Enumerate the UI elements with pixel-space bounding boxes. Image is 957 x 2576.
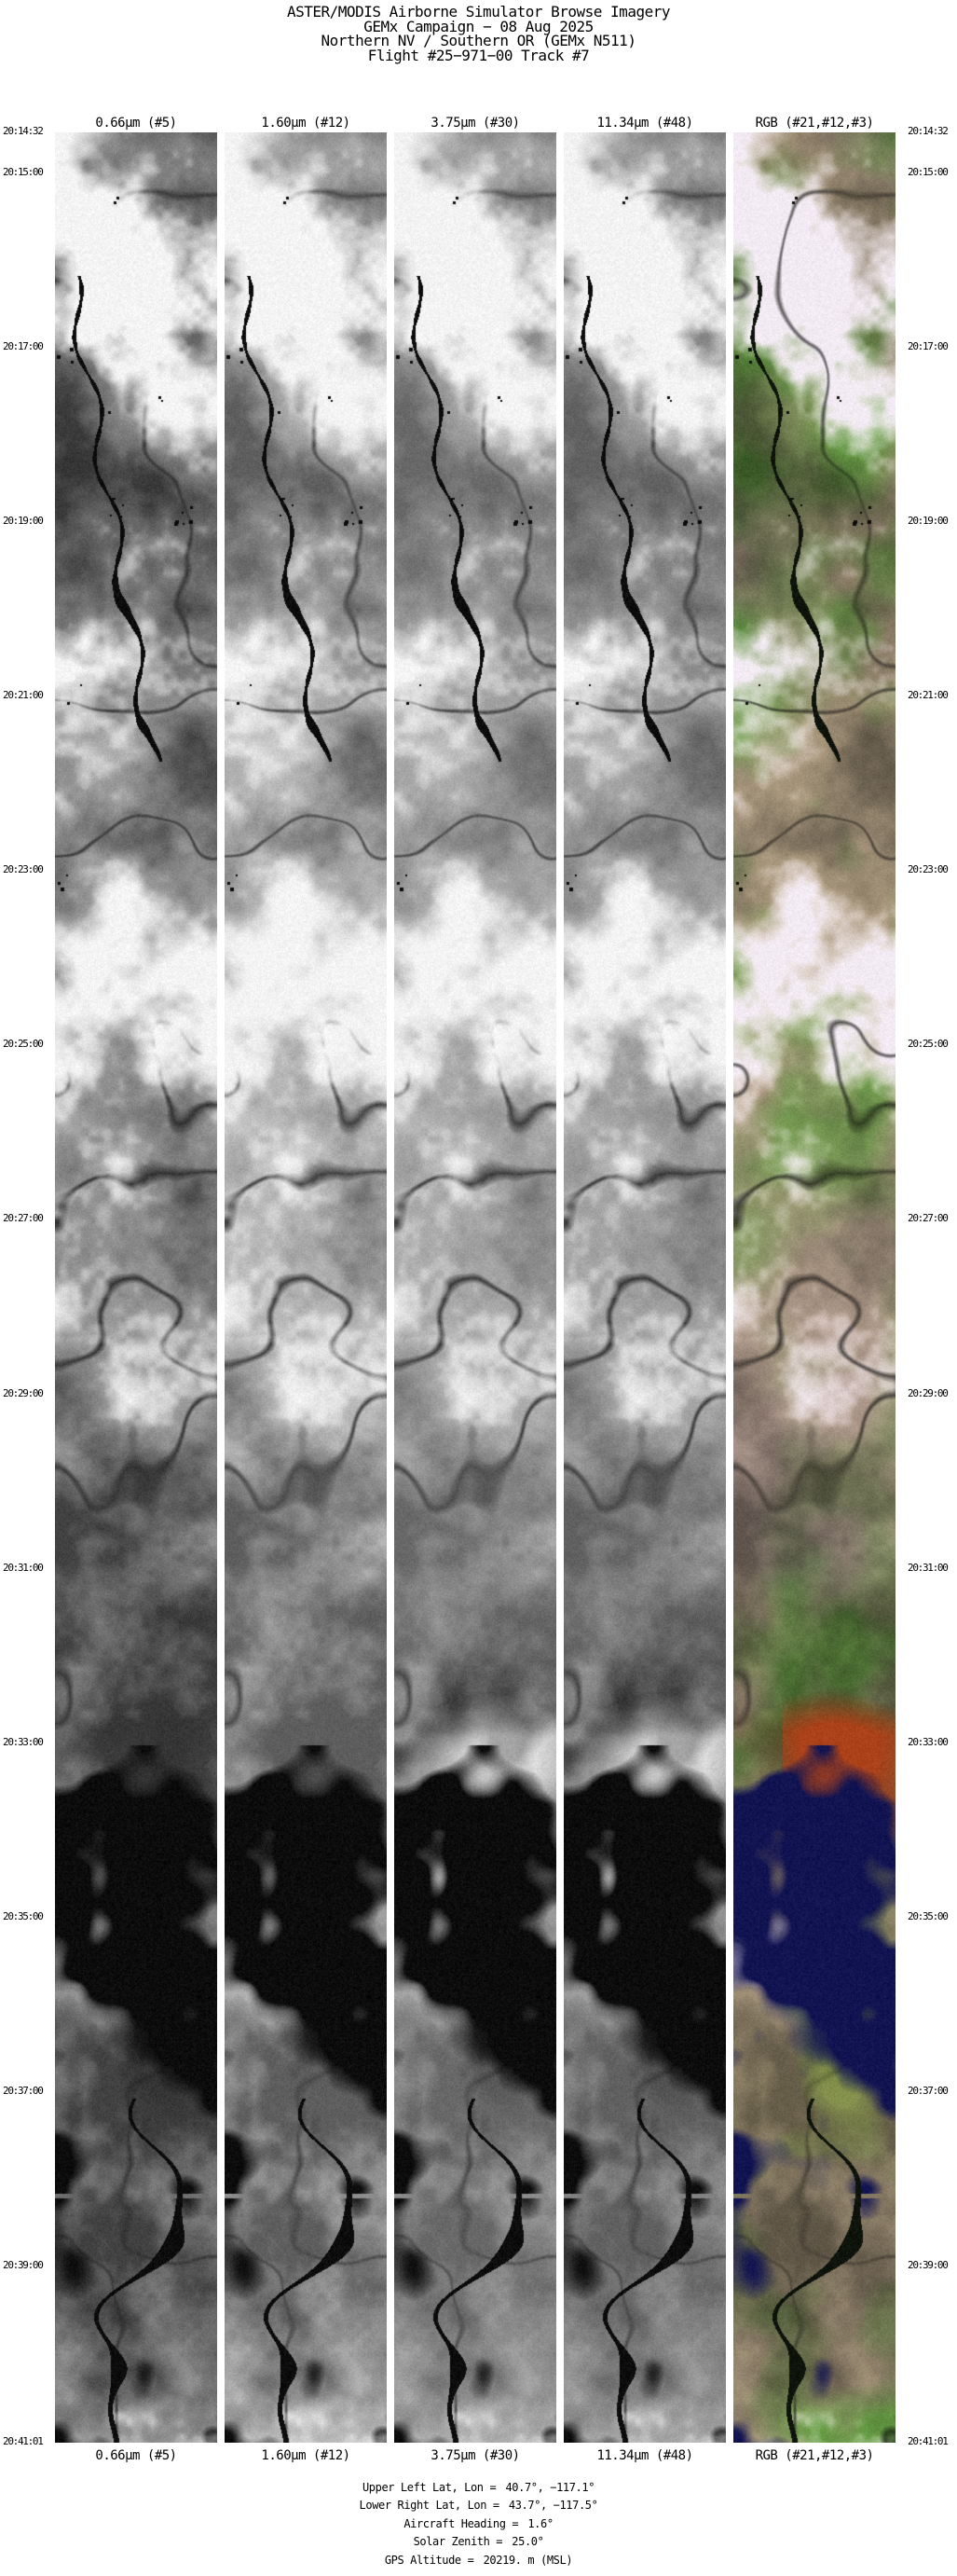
header-line-4: Flight #25−971−00 Track #7 <box>367 46 590 64</box>
timestamp-left-8: 20:29:00 <box>3 1386 44 1399</box>
footer-line-heading: Aircraft Heading = 1.6° <box>0 2515 957 2533</box>
band-label-top-0: 0.66μm (#5) <box>95 116 177 131</box>
timestamp-left-13: 20:39:00 <box>3 2259 44 2272</box>
band-label-top-3: 11.34μm (#48) <box>596 116 693 131</box>
timestamp-right-9: 20:31:00 <box>908 1561 949 1574</box>
timestamp-left-14: 20:41:01 <box>3 2435 44 2447</box>
footer-line-gps-altitude: GPS Altitude = 20219. m (MSL) <box>0 2552 957 2569</box>
timestamp-right-11: 20:35:00 <box>908 1910 949 1923</box>
timestamp-right-3: 20:19:00 <box>908 514 949 527</box>
band-label-bottom-1: 1.60μm (#12) <box>261 2448 350 2463</box>
band-label-top-2: 3.75μm (#30) <box>431 116 520 131</box>
footer-label: Lower Right Lat, Lon = <box>359 2499 500 2513</box>
timestamp-right-0: 20:14:32 <box>908 125 949 137</box>
timestamp-left-6: 20:25:00 <box>3 1038 44 1051</box>
timestamp-left-7: 20:27:00 <box>3 1212 44 1225</box>
strip-1-60um-canvas <box>225 132 387 2443</box>
band-label-bottom-0: 0.66μm (#5) <box>95 2448 177 2463</box>
timestamp-right-6: 20:25:00 <box>908 1038 949 1051</box>
header-line-2: GEMx Campaign − 08 Aug 2025 <box>363 17 594 35</box>
timestamp-left-1: 20:15:00 <box>3 165 44 178</box>
timestamp-left-12: 20:37:00 <box>3 2085 44 2098</box>
header-line-3: Northern NV / Southern OR (GEMx N511) <box>321 32 636 49</box>
timestamp-right-8: 20:29:00 <box>908 1386 949 1399</box>
footer-value: 25.0° <box>512 2535 544 2549</box>
footer-label: GPS Altitude = <box>384 2553 474 2567</box>
timestamp-right-12: 20:37:00 <box>908 2085 949 2098</box>
band-label-bottom-4: RGB (#21,#12,#3) <box>755 2448 874 2463</box>
timestamp-right-13: 20:39:00 <box>908 2259 949 2272</box>
footer-info: Upper Left Lat, Lon = 40.7°, −117.1° Lowe… <box>0 2479 957 2569</box>
timestamp-left-4: 20:21:00 <box>3 689 44 702</box>
footer-line-solar-zenith: Solar Zenith = 25.0° <box>0 2533 957 2551</box>
band-label-bottom-2: 3.75μm (#30) <box>431 2448 520 2463</box>
band-label-top-4: RGB (#21,#12,#3) <box>755 116 874 131</box>
header-line-1: ASTER/MODIS Airborne Simulator Browse Im… <box>287 3 670 21</box>
timestamp-right-2: 20:17:00 <box>908 339 949 352</box>
timestamp-left-5: 20:23:00 <box>3 863 44 876</box>
timestamp-right-10: 20:33:00 <box>908 1735 949 1748</box>
footer-line-lower-right: Lower Right Lat, Lon = 43.7°, −117.5° <box>0 2497 957 2514</box>
header: ASTER/MODIS Airborne Simulator Browse Im… <box>0 5 957 62</box>
footer-value: 20219. m (MSL) <box>483 2553 573 2567</box>
footer-value: 1.6° <box>527 2516 554 2530</box>
band-label-bottom-3: 11.34μm (#48) <box>596 2448 693 2463</box>
timestamp-right-1: 20:15:00 <box>908 165 949 178</box>
timestamp-left-0: 20:14:32 <box>3 125 44 137</box>
strip-0-66um-canvas <box>55 132 217 2443</box>
footer-label: Upper Left Lat, Lon = <box>362 2481 497 2494</box>
timestamp-right-7: 20:27:00 <box>908 1212 949 1225</box>
footer-label: Aircraft Heading = <box>403 2516 519 2530</box>
timestamp-left-9: 20:31:00 <box>3 1561 44 1574</box>
timestamp-left-10: 20:33:00 <box>3 1735 44 1748</box>
timestamp-right-14: 20:41:01 <box>908 2435 949 2447</box>
timestamp-right-4: 20:21:00 <box>908 689 949 702</box>
strip-rgb-canvas <box>733 132 895 2443</box>
strip-3-75um-canvas <box>394 132 556 2443</box>
timestamp-left-11: 20:35:00 <box>3 1910 44 1923</box>
footer-value: 40.7°, −117.1° <box>505 2481 595 2494</box>
timestamp-right-5: 20:23:00 <box>908 863 949 876</box>
timestamp-left-3: 20:19:00 <box>3 514 44 527</box>
footer-value: 43.7°, −117.5° <box>508 2499 598 2513</box>
footer-line-upper-left: Upper Left Lat, Lon = 40.7°, −117.1° <box>0 2479 957 2497</box>
band-label-top-1: 1.60μm (#12) <box>261 116 350 131</box>
timestamp-left-2: 20:17:00 <box>3 339 44 352</box>
footer-label: Solar Zenith = <box>413 2535 503 2549</box>
strip-11-34um-canvas <box>564 132 726 2443</box>
